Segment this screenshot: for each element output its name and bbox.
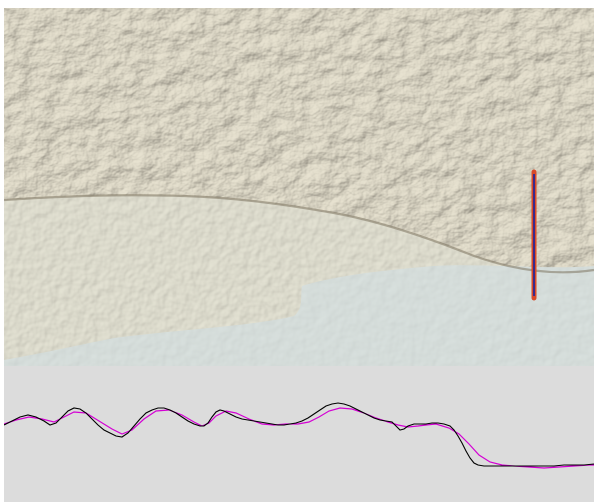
profile-series-raw [4, 402, 594, 467]
map-view[interactable] [4, 8, 594, 366]
elevation-profile-panel [4, 366, 594, 502]
escarpment-edge [4, 194, 594, 274]
profile-series-smoothed [4, 407, 594, 469]
